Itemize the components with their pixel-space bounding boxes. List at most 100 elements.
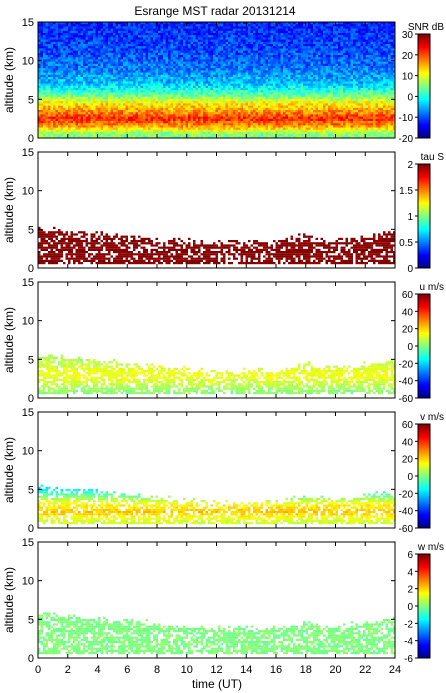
heatmap-cell [290,96,294,100]
heatmap-cell [348,33,351,36]
heatmap-cell [163,90,166,93]
heatmap-cell [103,35,106,38]
heatmap-cell [215,46,219,49]
heatmap-cell [105,96,109,100]
heatmap-cell [333,96,336,100]
heatmap-cell [188,24,191,27]
heatmap-cell [308,26,311,29]
heatmap-cell [95,37,99,40]
heatmap-cell [273,61,276,65]
heatmap-cell [105,77,109,80]
heatmap-cell [238,55,241,58]
heatmap-cell [170,70,174,73]
heatmap-cell [238,59,241,62]
heatmap-cell [60,79,64,82]
heatmap-cell [355,94,359,98]
heatmap-cell [120,70,124,73]
heatmap-cell [55,44,59,47]
heatmap-cell [323,68,326,71]
heatmap-cell [275,61,279,65]
heatmap-cell [373,77,376,80]
heatmap-cell [103,33,106,36]
heatmap-cell [185,96,189,100]
heatmap-cell [85,30,89,34]
heatmap-cell [50,88,54,91]
heatmap-cell [143,30,146,34]
heatmap-cell [210,46,214,49]
heatmap-cell [360,24,364,27]
heatmap-cell [45,70,49,73]
heatmap-cell [380,52,384,56]
heatmap-cell [303,94,306,98]
heatmap-cell [198,63,201,67]
heatmap-cell [100,59,104,62]
heatmap-cell [158,24,161,27]
heatmap-cell [195,57,199,60]
heatmap-cell [318,81,321,84]
heatmap-cell [330,59,334,62]
heatmap-cell [338,55,341,58]
heatmap-cell [340,37,344,40]
heatmap-cell [210,57,214,60]
heatmap-cell [240,41,244,45]
heatmap-cell [223,22,226,25]
heatmap-cell [115,81,119,84]
heatmap-cell [373,70,376,73]
heatmap-cell [110,33,114,36]
heatmap-cell [350,28,354,32]
heatmap-cell [60,50,64,54]
heatmap-cell [273,28,276,32]
heatmap-cell [40,94,44,98]
heatmap-cell [125,41,129,45]
heatmap-cell [350,59,354,62]
heatmap-cell [155,88,159,91]
heatmap-cell [65,92,69,95]
heatmap-cell [133,39,136,43]
heatmap-cell [253,74,256,78]
heatmap-cell [98,61,101,65]
heatmap-cell [95,94,99,98]
heatmap-cell [300,24,304,27]
heatmap-cell [335,39,339,43]
heatmap-cell [255,28,259,32]
heatmap-cell [178,92,181,95]
heatmap-cell [173,41,176,45]
heatmap-cell [245,28,249,32]
heatmap-cell [60,85,64,89]
heatmap-cell [115,46,119,49]
heatmap-cell [40,81,44,84]
heatmap-cell [270,70,274,73]
heatmap-cell [335,70,339,73]
heatmap-cell [275,88,279,91]
heatmap-cell [173,85,176,89]
heatmap-cell [275,35,279,38]
heatmap-cell [173,22,176,25]
heatmap-cell [353,35,356,38]
heatmap-cell [108,35,111,38]
heatmap-cell [90,77,94,80]
heatmap-cell [313,72,316,76]
heatmap-cell [273,96,276,100]
heatmap-cell [115,83,119,87]
heatmap-cell [93,30,96,34]
heatmap-cell [260,26,264,29]
heatmap-cell [348,94,351,98]
heatmap-cell [365,70,369,73]
heatmap-cell [243,96,246,100]
heatmap-cell [298,61,301,65]
heatmap-cell [378,22,381,25]
heatmap-cell [273,22,276,25]
heatmap-cell [83,90,86,93]
heatmap-cell [188,33,191,36]
heatmap-cell [383,81,386,84]
heatmap-cell [140,96,144,100]
heatmap-cell [273,35,276,38]
heatmap-cell [43,70,46,73]
heatmap-cell [178,70,181,73]
heatmap-cell [163,28,166,32]
heatmap-cell [315,44,319,47]
heatmap-cell [228,33,231,36]
heatmap-cell [210,24,214,27]
heatmap-cell [333,79,336,82]
heatmap-cell [83,59,86,62]
